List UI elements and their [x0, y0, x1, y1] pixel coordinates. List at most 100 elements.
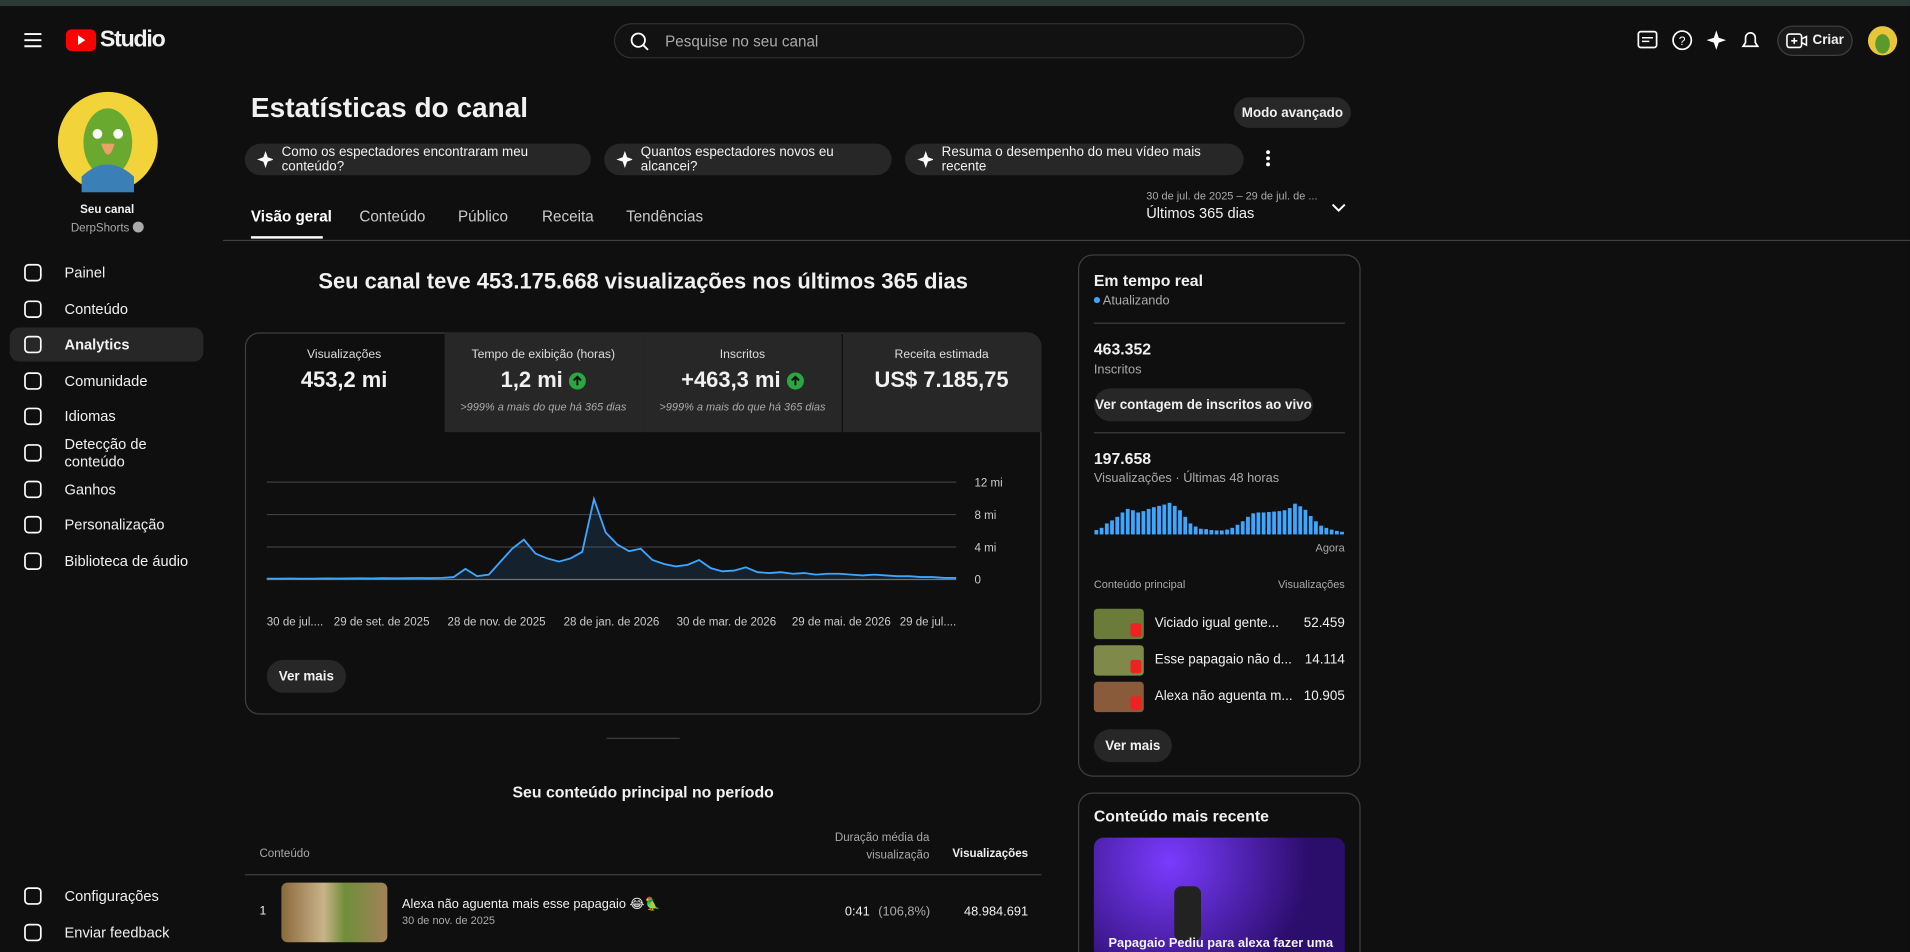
nav-item[interactable]: Ganhos — [10, 472, 204, 506]
prompt-chip[interactable]: Como os espectadores encontraram meu con… — [244, 143, 591, 176]
shorts-badge — [1130, 623, 1142, 637]
channel-avatar[interactable] — [57, 91, 158, 193]
nav-label: Conteúdo — [64, 300, 128, 318]
realtime-bar — [1183, 516, 1188, 535]
menu-icon[interactable] — [23, 30, 42, 49]
channel-name[interactable]: DerpShorts — [0, 221, 214, 235]
nav-item[interactable]: Idiomas — [10, 400, 204, 434]
nav-label: Painel — [64, 264, 106, 282]
nav-item[interactable]: Detecção de conteúdo — [10, 436, 204, 470]
realtime-bar — [1235, 524, 1240, 535]
video-title[interactable]: Alexa não aguenta mais esse papagaio 😂🦜 — [401, 897, 661, 912]
realtime-bar — [1308, 515, 1313, 535]
logo-icon — [65, 29, 97, 52]
status-dot — [1093, 297, 1100, 304]
metric-tile[interactable]: Receita estimada US$ 7.185,75 — [842, 332, 1041, 433]
see-more-button[interactable]: Ver mais — [266, 659, 346, 693]
sparkle-shape — [257, 150, 274, 169]
account-avatar[interactable] — [1867, 26, 1898, 56]
nav-icon — [24, 408, 42, 426]
see-more-button[interactable]: Ver mais — [1093, 729, 1172, 763]
x-tick-label: 30 de jul.... — [267, 617, 324, 629]
nav-item[interactable]: Enviar feedback — [10, 915, 204, 949]
nav-item[interactable]: Painel — [10, 256, 204, 290]
logo-text[interactable]: Studio — [99, 26, 166, 53]
advanced-mode-button[interactable]: Modo avançado — [1233, 97, 1351, 128]
status-text: Atualizando — [1102, 293, 1170, 309]
nav-icon — [24, 299, 42, 318]
nav-icon — [24, 335, 42, 354]
sparkle-icon — [257, 150, 274, 169]
item-title[interactable]: Viciado igual gente... — [1154, 616, 1279, 631]
realtime-bar — [1266, 512, 1271, 535]
y-tick-label: 8 mi — [974, 510, 996, 522]
realtime-bar — [1188, 523, 1193, 535]
tab[interactable]: Visão geral — [250, 208, 332, 226]
realtime-bar — [1193, 526, 1198, 535]
item-title[interactable]: Alexa não aguenta m... — [1154, 689, 1293, 704]
period-dropdown-icon[interactable] — [1330, 202, 1347, 214]
realtime-bar — [1099, 527, 1104, 535]
prompt-text: Quantos espectadores novos eu alcancei? — [640, 144, 834, 175]
tab[interactable]: Tendências — [626, 208, 704, 226]
realtime-bar — [1172, 505, 1177, 535]
tab[interactable]: Público — [458, 208, 508, 226]
nav-item[interactable]: Configurações — [10, 879, 204, 913]
video-thumbnail[interactable] — [281, 882, 388, 943]
header-divider — [222, 239, 1910, 242]
nav-item[interactable]: Biblioteca de áudio — [10, 544, 204, 578]
nav-label: Biblioteca de áudio — [64, 552, 189, 570]
prompt-chip[interactable]: Resuma o desempenho do meu vídeo mais re… — [905, 143, 1244, 176]
top-icons[interactable]: ? — [1636, 29, 1770, 53]
realtime-bar — [1256, 512, 1261, 535]
item-thumbnail[interactable] — [1093, 645, 1144, 676]
overview-headline: Seu canal teve 453.175.668 visualizações… — [318, 269, 968, 294]
latest-thumbnail[interactable]: Papagaio Pediu para alexa fazer uma — [1093, 837, 1345, 952]
metric-note: >999% a mais do que há 365 dias — [460, 400, 627, 413]
page-title: Estatísticas do canal — [250, 91, 529, 123]
top-content-title: Seu conteúdo principal no período — [512, 782, 774, 802]
metric-tile[interactable]: Tempo de exibição (horas) 1,2 mi >999% a m… — [443, 332, 643, 433]
column-header[interactable]: Duração média da visualização — [834, 831, 930, 862]
nav-label: Enviar feedback — [64, 924, 170, 942]
avg-duration: 0:41 — [844, 904, 870, 920]
tab[interactable]: Receita — [542, 208, 594, 226]
realtime-bar — [1167, 502, 1172, 535]
realtime-bar — [1151, 507, 1156, 535]
growth-arrow — [790, 374, 800, 385]
nav-icon-shape — [24, 408, 42, 426]
prompt-chip[interactable]: Quantos espectadores novos eu alcancei? — [604, 143, 892, 176]
realtime-bar — [1178, 510, 1182, 535]
nav-item[interactable]: Comunidade — [10, 364, 204, 398]
search-box[interactable]: Pesquise no seu canal — [613, 23, 1305, 59]
realtime-title: Em tempo real — [1093, 271, 1203, 290]
nav-item[interactable]: Analytics — [9, 327, 204, 362]
prompt-text: Como os espectadores encontraram meu con… — [281, 144, 529, 175]
create-button[interactable]: Criar — [1777, 25, 1853, 57]
x-tick-label: 29 de set. de 2025 — [334, 617, 430, 629]
nav-label: Analytics — [64, 336, 130, 354]
column-header: Conteúdo — [259, 847, 310, 861]
item-thumbnail[interactable] — [1093, 608, 1144, 640]
nav-item[interactable]: Conteúdo — [10, 292, 204, 326]
item-title[interactable]: Esse papagaio não d... — [1154, 652, 1292, 668]
realtime-bar — [1340, 531, 1344, 535]
item-thumbnail[interactable] — [1093, 681, 1144, 713]
sparkle-icon — [917, 150, 934, 169]
tab[interactable]: Conteúdo — [359, 208, 426, 226]
nav-label: Idiomas — [64, 408, 116, 426]
period[interactable]: Últimos 365 dias — [1146, 204, 1255, 222]
metric-tile[interactable]: Visualizações 453,2 mi — [245, 332, 444, 432]
nav-item[interactable]: Personalização — [10, 508, 204, 542]
svg-text:?: ? — [1679, 34, 1686, 48]
x-tick-label: 29 de mai. de 2026 — [792, 617, 891, 629]
column-header[interactable]: Visualizações — [952, 847, 1029, 861]
nav-icon-shape — [24, 372, 42, 390]
metric-tile[interactable]: Inscritos +463,3 mi >999% a mais do que há… — [643, 332, 842, 433]
more-icon[interactable] — [1262, 149, 1274, 168]
realtime-bar — [1162, 504, 1167, 535]
live-count-button[interactable]: Ver contagem de inscritos ao vivo — [1093, 388, 1314, 422]
nav-icon-shape — [24, 516, 42, 534]
nav-icon — [24, 480, 42, 498]
